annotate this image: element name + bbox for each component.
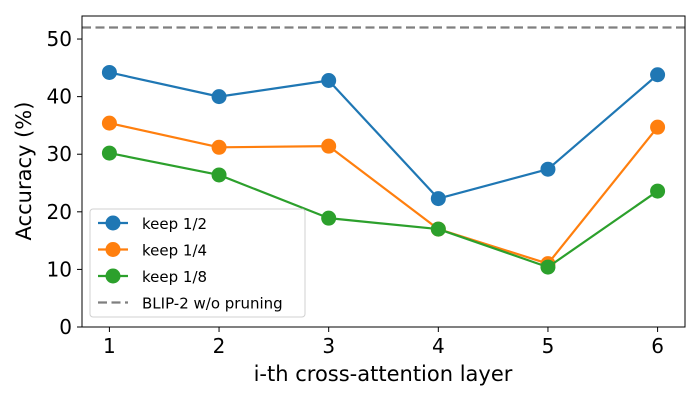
legend: keep 1/2 keep 1/4 keep 1/8 BLIP-2 w/o pruni… <box>89 208 306 318</box>
data-point <box>650 67 666 83</box>
marks-layer <box>82 26 685 275</box>
y-axis-label: Accuracy (%) <box>12 102 36 241</box>
data-point <box>540 161 556 177</box>
y-tick-label: 30 <box>47 142 72 166</box>
y-tick-label: 40 <box>47 85 72 109</box>
series-line <box>109 71 659 200</box>
plot-frame <box>81 15 686 328</box>
x-tick-label: 2 <box>213 334 226 358</box>
data-point <box>430 221 446 237</box>
y-tick-label: 0 <box>59 315 72 339</box>
data-point <box>321 73 337 89</box>
y-tick-label: 20 <box>47 200 72 224</box>
data-point <box>650 119 666 135</box>
data-point <box>101 145 117 161</box>
legend-label: BLIP-2 w/o pruning <box>142 295 283 313</box>
y-axis-ticks: 0 10 20 30 40 50 <box>47 27 82 339</box>
data-point <box>430 191 446 207</box>
x-axis-ticks: 1 2 3 4 5 6 <box>103 327 664 358</box>
legend-label: keep 1/4 <box>142 242 207 260</box>
legend-swatch-marker <box>105 242 121 257</box>
data-point <box>540 259 556 275</box>
legend-label: keep 1/8 <box>142 268 207 286</box>
series-line <box>109 122 659 265</box>
data-point <box>211 89 227 105</box>
data-point <box>321 138 337 154</box>
data-point <box>211 139 227 155</box>
legend-box <box>89 208 306 318</box>
x-tick-label: 4 <box>432 334 445 358</box>
data-point <box>650 183 666 199</box>
data-point <box>101 64 117 80</box>
data-point <box>101 115 117 131</box>
x-tick-label: 1 <box>103 334 116 358</box>
data-point <box>211 167 227 183</box>
series-line <box>109 151 659 269</box>
legend-label: keep 1/2 <box>142 215 207 233</box>
legend-swatch-marker <box>105 215 121 231</box>
data-point <box>321 210 337 226</box>
x-tick-label: 6 <box>651 334 664 358</box>
y-tick-label: 50 <box>47 27 72 51</box>
x-tick-label: 3 <box>322 334 335 358</box>
x-tick-label: 5 <box>542 334 555 358</box>
x-axis-label: i-th cross-attention layer <box>254 362 513 386</box>
y-tick-label: 10 <box>47 257 72 281</box>
legend-swatch-marker <box>105 268 121 284</box>
